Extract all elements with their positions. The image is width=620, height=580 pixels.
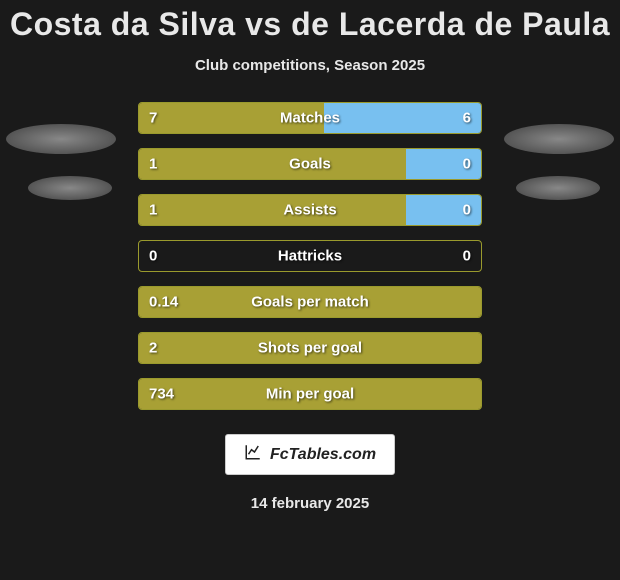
comparison-row: 7 6 Matches [138,102,482,134]
page-subtitle: Club competitions, Season 2025 [195,57,425,74]
date-text: 14 february 2025 [251,495,369,512]
row-label: Goals per match [251,294,369,311]
source-label: FcTables.com [270,446,376,464]
row-label: Hattricks [278,248,342,265]
comparison-row: 0 0 Hattricks [138,240,482,272]
value-left: 1 [149,156,157,173]
value-left: 1 [149,202,157,219]
player-placeholder [516,176,600,200]
row-label: Goals [289,156,331,173]
row-label: Matches [280,110,340,127]
value-left: 734 [149,386,174,403]
bar-left [139,149,406,179]
player-placeholder [6,124,116,154]
value-right: 0 [463,202,471,219]
value-left: 0.14 [149,294,178,311]
value-left: 7 [149,110,157,127]
value-left: 2 [149,340,157,357]
value-left: 0 [149,248,157,265]
value-right: 6 [463,110,471,127]
page-title: Costa da Silva vs de Lacerda de Paula [10,6,610,43]
value-right: 0 [463,156,471,173]
bar-right [324,103,481,133]
value-right: 0 [463,248,471,265]
comparison-row: 1 0 Assists [138,194,482,226]
bar-left [139,195,406,225]
comparison-row: 734 Min per goal [138,378,482,410]
comparison-row: 1 0 Goals [138,148,482,180]
row-label: Min per goal [266,386,354,403]
player-placeholder [28,176,112,200]
row-label: Assists [283,202,336,219]
comparison-row: 2 Shots per goal [138,332,482,364]
row-label: Shots per goal [258,340,362,357]
source-badge[interactable]: FcTables.com [225,434,395,475]
player-placeholder [504,124,614,154]
chart-icon [244,443,262,466]
comparison-row: 0.14 Goals per match [138,286,482,318]
